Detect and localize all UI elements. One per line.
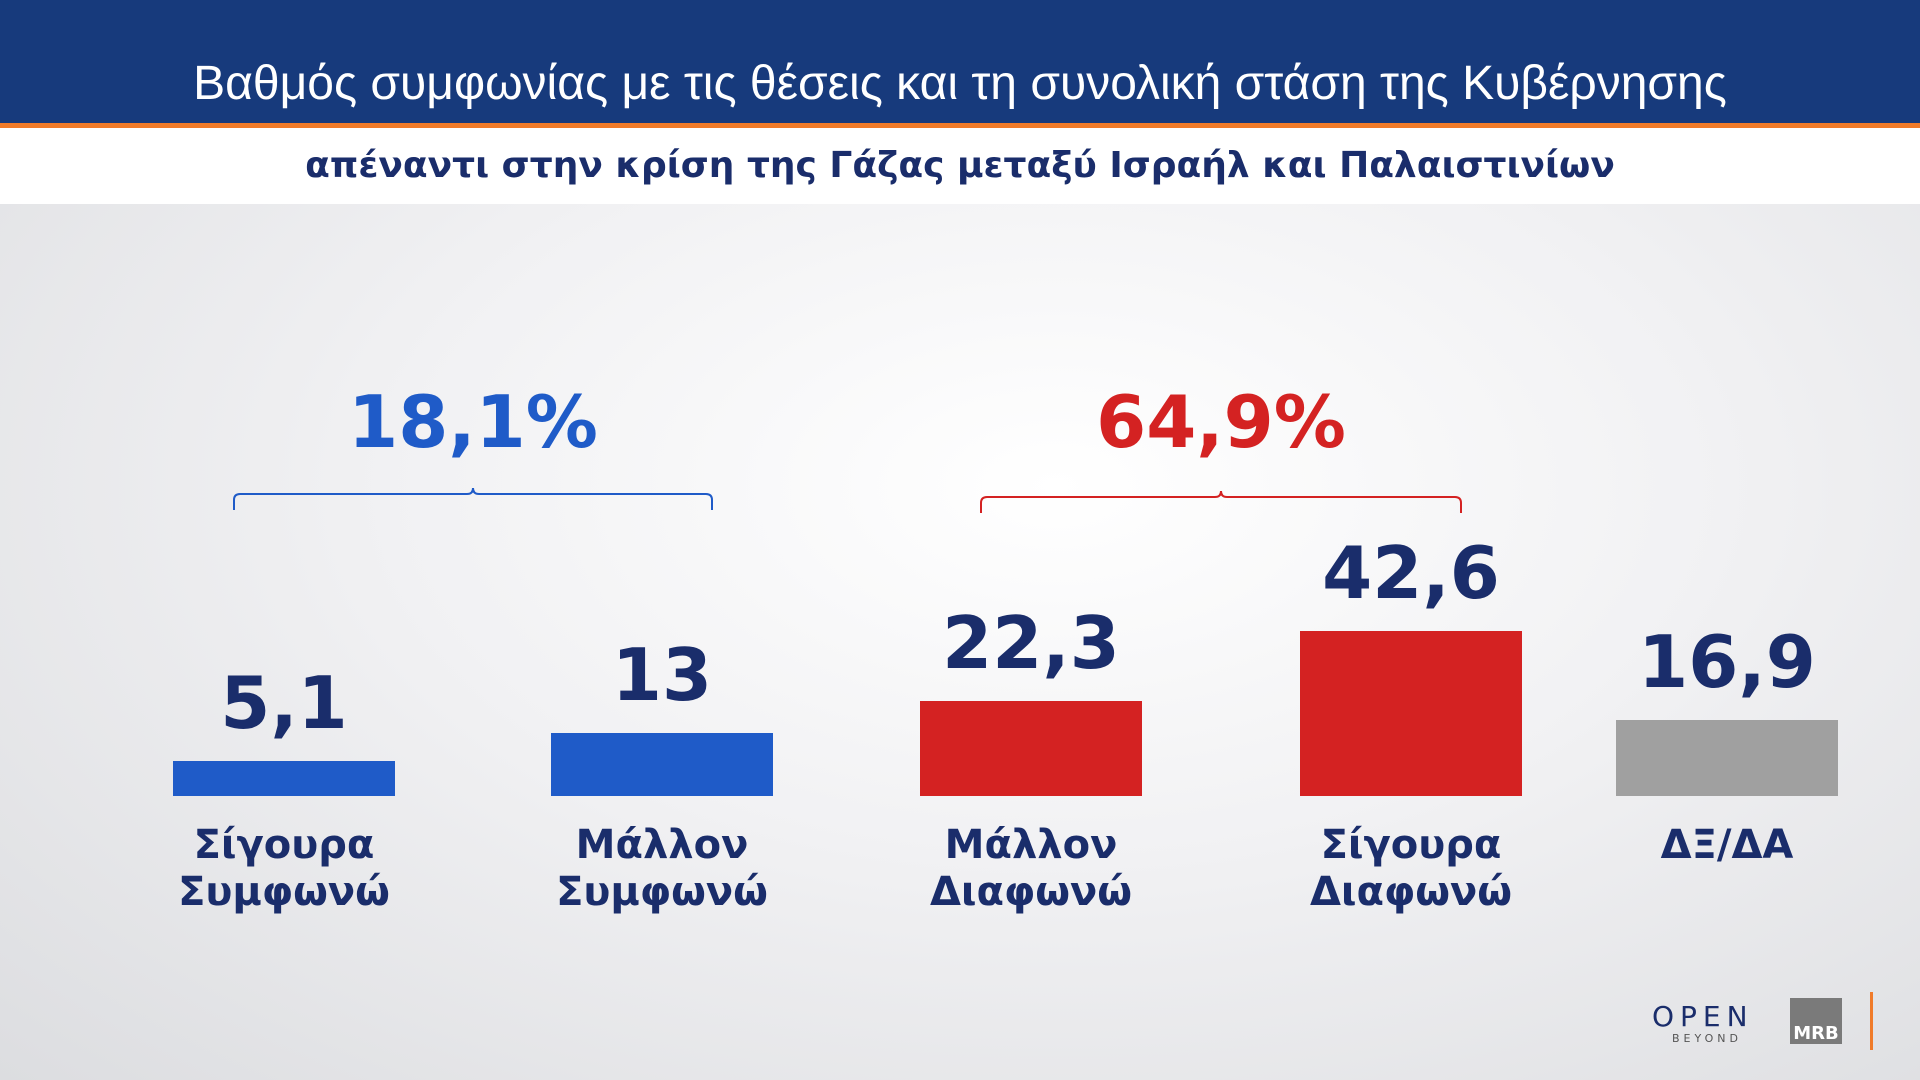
category-label: Σίγουρα Συμφωνώ xyxy=(178,822,390,915)
group-label: 64,9% xyxy=(1096,380,1346,464)
bar xyxy=(1616,719,1838,796)
chart-subtitle: απέναντι στην κρίση της Γάζας μεταξύ Ισρ… xyxy=(305,145,1615,186)
category-label: Μάλλον Διαφωνώ xyxy=(929,822,1133,915)
value-label: 42,6 xyxy=(1322,530,1500,615)
header-band xyxy=(0,0,1920,123)
value-label: 5,1 xyxy=(220,660,348,745)
category-label: Μάλλον Συμφωνώ xyxy=(556,822,768,915)
logo-mrb: MRB xyxy=(1790,998,1842,1044)
logo-rule xyxy=(1870,992,1873,1050)
chart-title: Βαθμός συμφωνίας με τις θέσεις και τη συ… xyxy=(193,57,1727,110)
group-label: 18,1% xyxy=(348,380,598,464)
subtitle-band xyxy=(0,128,1920,204)
value-label: 22,3 xyxy=(942,601,1120,686)
category-label: Σίγουρα Διαφωνώ xyxy=(1309,822,1513,915)
value-label: 16,9 xyxy=(1638,619,1816,704)
header-rule xyxy=(0,123,1920,128)
bar xyxy=(173,760,395,796)
bar xyxy=(551,733,773,796)
group-bracket xyxy=(233,487,713,510)
value-label: 13 xyxy=(611,633,713,718)
bar xyxy=(1300,630,1522,796)
logo-open: OPEN xyxy=(1652,1000,1754,1033)
group-bracket xyxy=(980,490,1462,513)
bar xyxy=(920,701,1142,796)
category-label: ΔΞ/ΔΑ xyxy=(1660,822,1794,868)
logo-beyond: BEYOND xyxy=(1672,1032,1742,1045)
